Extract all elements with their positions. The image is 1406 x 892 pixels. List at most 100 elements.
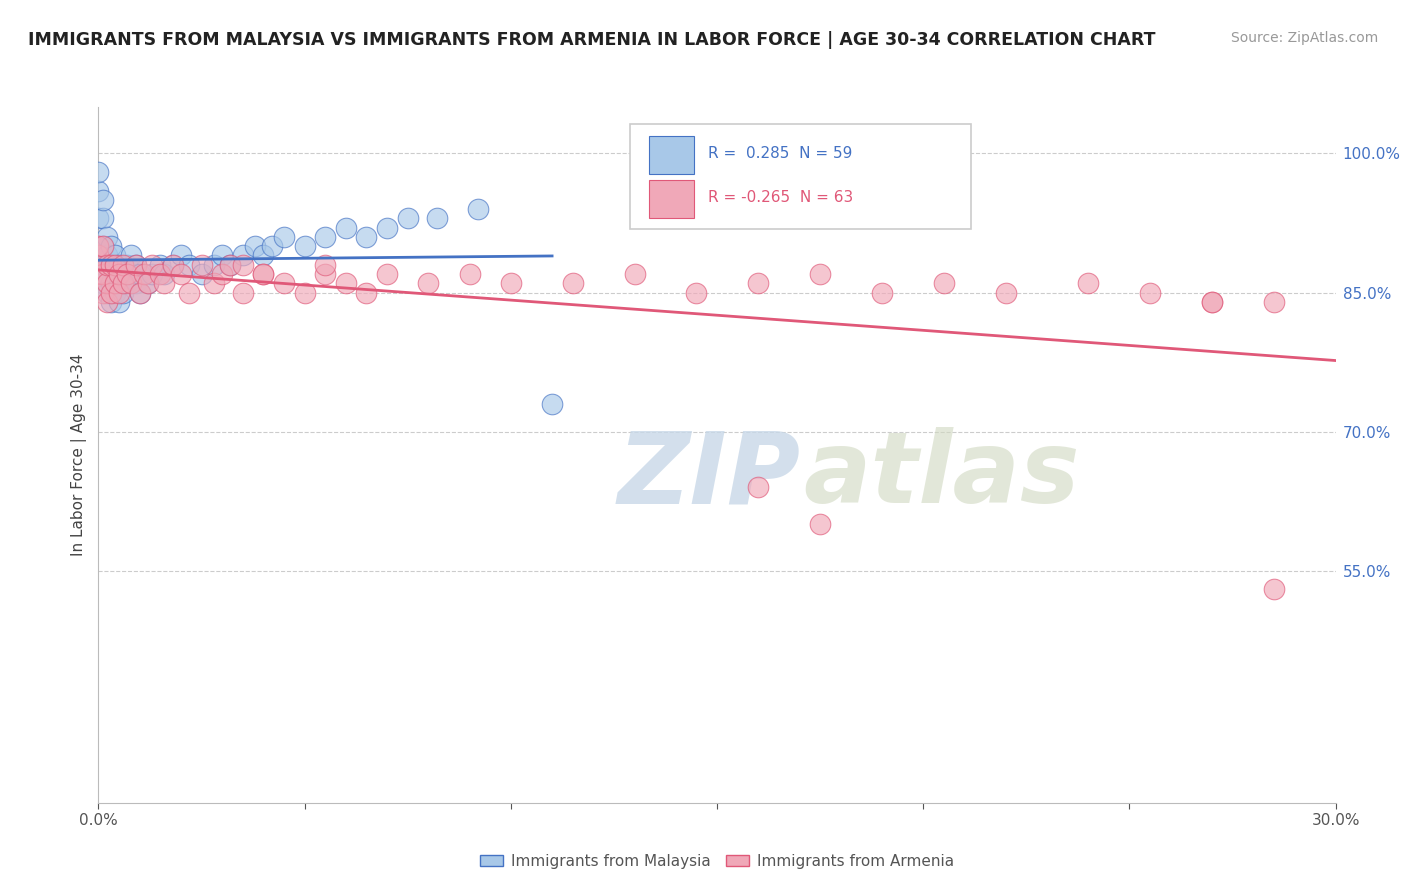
Point: [87, 248, 110, 262]
Point: [232, 248, 254, 262]
Point: [128, 285, 150, 300]
Point: [232, 285, 254, 300]
Point: [87, 211, 110, 226]
Text: Source: ZipAtlas.com: Source: ZipAtlas.com: [1230, 31, 1378, 45]
Point: [335, 220, 357, 235]
Point: [128, 285, 150, 300]
Point: [202, 258, 225, 272]
Point: [100, 258, 122, 272]
Point: [104, 267, 127, 281]
Point: [136, 277, 159, 291]
Point: [96, 277, 118, 291]
Point: [211, 248, 233, 262]
Point: [561, 277, 583, 291]
Point: [87, 165, 110, 179]
Point: [91, 211, 114, 226]
Point: [124, 258, 146, 272]
Point: [136, 277, 159, 291]
Point: [418, 277, 440, 291]
Text: R =  0.285  N = 59: R = 0.285 N = 59: [709, 146, 853, 161]
Point: [1263, 582, 1285, 597]
Point: [120, 267, 142, 281]
Point: [104, 248, 127, 262]
Point: [190, 267, 212, 281]
Point: [932, 277, 955, 291]
Point: [211, 267, 233, 281]
Point: [1201, 294, 1223, 309]
Point: [96, 258, 118, 272]
Point: [314, 267, 336, 281]
Point: [808, 267, 831, 281]
Point: [87, 267, 110, 281]
Point: [747, 480, 769, 494]
Point: [541, 397, 564, 411]
Point: [294, 239, 316, 253]
Point: [179, 258, 201, 272]
Point: [219, 258, 242, 272]
Point: [87, 184, 110, 198]
Point: [91, 239, 114, 253]
Point: [243, 239, 266, 253]
Point: [426, 211, 449, 226]
Point: [96, 267, 118, 281]
Point: [117, 277, 139, 291]
Point: [91, 239, 114, 253]
Point: [100, 239, 122, 253]
Point: [356, 285, 378, 300]
Point: [202, 277, 225, 291]
Point: [499, 277, 522, 291]
Point: [108, 258, 131, 272]
Point: [232, 258, 254, 272]
Point: [100, 258, 122, 272]
Point: [91, 285, 114, 300]
FancyBboxPatch shape: [650, 180, 693, 218]
Point: [356, 230, 378, 244]
Point: [747, 277, 769, 291]
FancyBboxPatch shape: [650, 136, 693, 174]
Point: [1139, 285, 1161, 300]
Point: [100, 277, 122, 291]
Point: [91, 277, 114, 291]
Point: [87, 267, 110, 281]
Point: [170, 267, 193, 281]
Point: [314, 258, 336, 272]
Point: [91, 267, 114, 281]
Point: [162, 258, 184, 272]
Point: [375, 267, 398, 281]
Point: [375, 220, 398, 235]
Point: [96, 285, 118, 300]
Text: atlas: atlas: [804, 427, 1080, 524]
Point: [396, 211, 419, 226]
Point: [252, 248, 274, 262]
Point: [120, 277, 142, 291]
Point: [108, 285, 131, 300]
Point: [467, 202, 489, 216]
Point: [190, 258, 212, 272]
Text: IMMIGRANTS FROM MALAYSIA VS IMMIGRANTS FROM ARMENIA IN LABOR FORCE | AGE 30-34 C: IMMIGRANTS FROM MALAYSIA VS IMMIGRANTS F…: [28, 31, 1156, 49]
Point: [108, 277, 131, 291]
Y-axis label: In Labor Force | Age 30-34: In Labor Force | Age 30-34: [72, 353, 87, 557]
Point: [108, 267, 131, 281]
Point: [96, 248, 118, 262]
Point: [153, 267, 176, 281]
FancyBboxPatch shape: [630, 124, 970, 229]
Point: [260, 239, 283, 253]
Point: [117, 267, 139, 281]
Point: [870, 285, 893, 300]
Point: [623, 267, 645, 281]
Point: [149, 267, 172, 281]
Point: [91, 193, 114, 207]
Point: [120, 248, 142, 262]
Point: [458, 267, 481, 281]
Point: [149, 258, 172, 272]
Point: [294, 285, 316, 300]
Point: [104, 258, 127, 272]
Point: [96, 294, 118, 309]
Point: [335, 277, 357, 291]
Point: [273, 230, 295, 244]
Point: [87, 239, 110, 253]
Point: [153, 277, 176, 291]
Point: [104, 277, 127, 291]
Point: [179, 285, 201, 300]
Point: [108, 294, 131, 309]
